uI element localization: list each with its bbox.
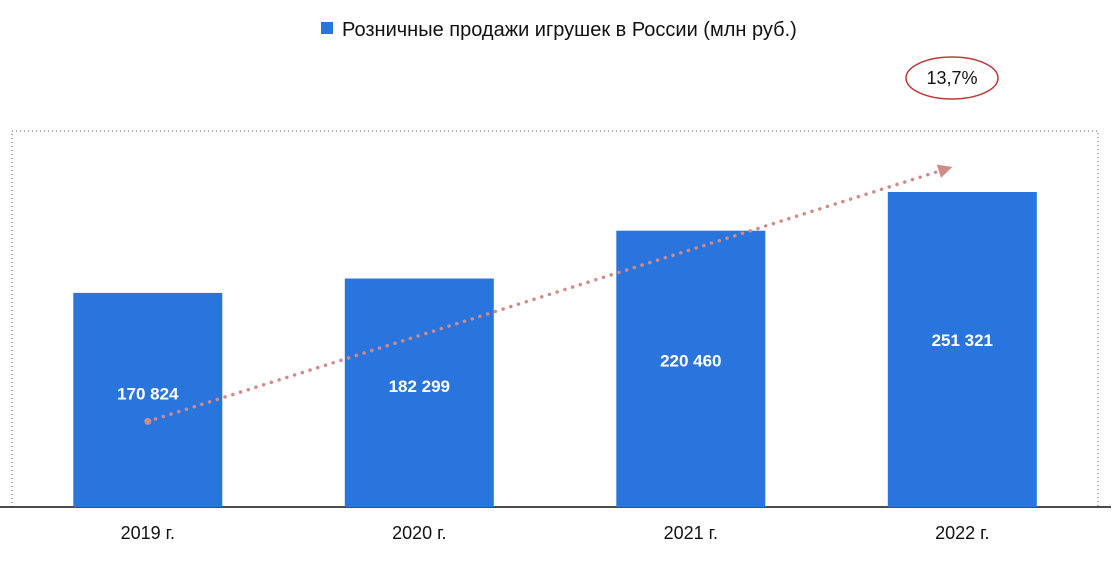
growth-annotation-ellipse <box>905 56 999 100</box>
bar-value-label-2: 182 299 <box>389 377 450 396</box>
legend-label: Розничные продажи игрушек в России (млн … <box>342 19 797 41</box>
bar-2 <box>344 278 494 507</box>
x-tick-label-3: 2021 г. <box>664 523 718 543</box>
bar-1 <box>73 292 223 507</box>
bar-value-label-4: 251 321 <box>932 331 993 350</box>
growth-annotation: 13,7% <box>905 56 999 100</box>
legend-swatch <box>321 22 333 34</box>
legend: Розничные продажи игрушек в России (млн … <box>321 19 797 41</box>
x-tick-label-2: 2020 г. <box>392 523 446 543</box>
growth-annotation-label: 13,7% <box>926 68 977 88</box>
bar-4 <box>887 192 1037 507</box>
x-tick-labels: 2019 г. 2020 г. 2021 г. 2022 г. <box>121 523 990 543</box>
x-tick-label-4: 2022 г. <box>935 523 989 543</box>
trend-arrow <box>144 164 953 425</box>
bar-value-label-1: 170 824 <box>117 385 179 404</box>
trend-arrow-head <box>936 164 953 178</box>
bars <box>73 192 1037 507</box>
trend-arrow-line <box>146 168 943 424</box>
x-tick-label-1: 2019 г. <box>121 523 175 543</box>
bar-value-label-3: 220 460 <box>660 352 721 371</box>
bar-value-labels: 170 824 182 299 220 460 251 321 <box>117 331 993 403</box>
bar-3 <box>616 230 766 507</box>
